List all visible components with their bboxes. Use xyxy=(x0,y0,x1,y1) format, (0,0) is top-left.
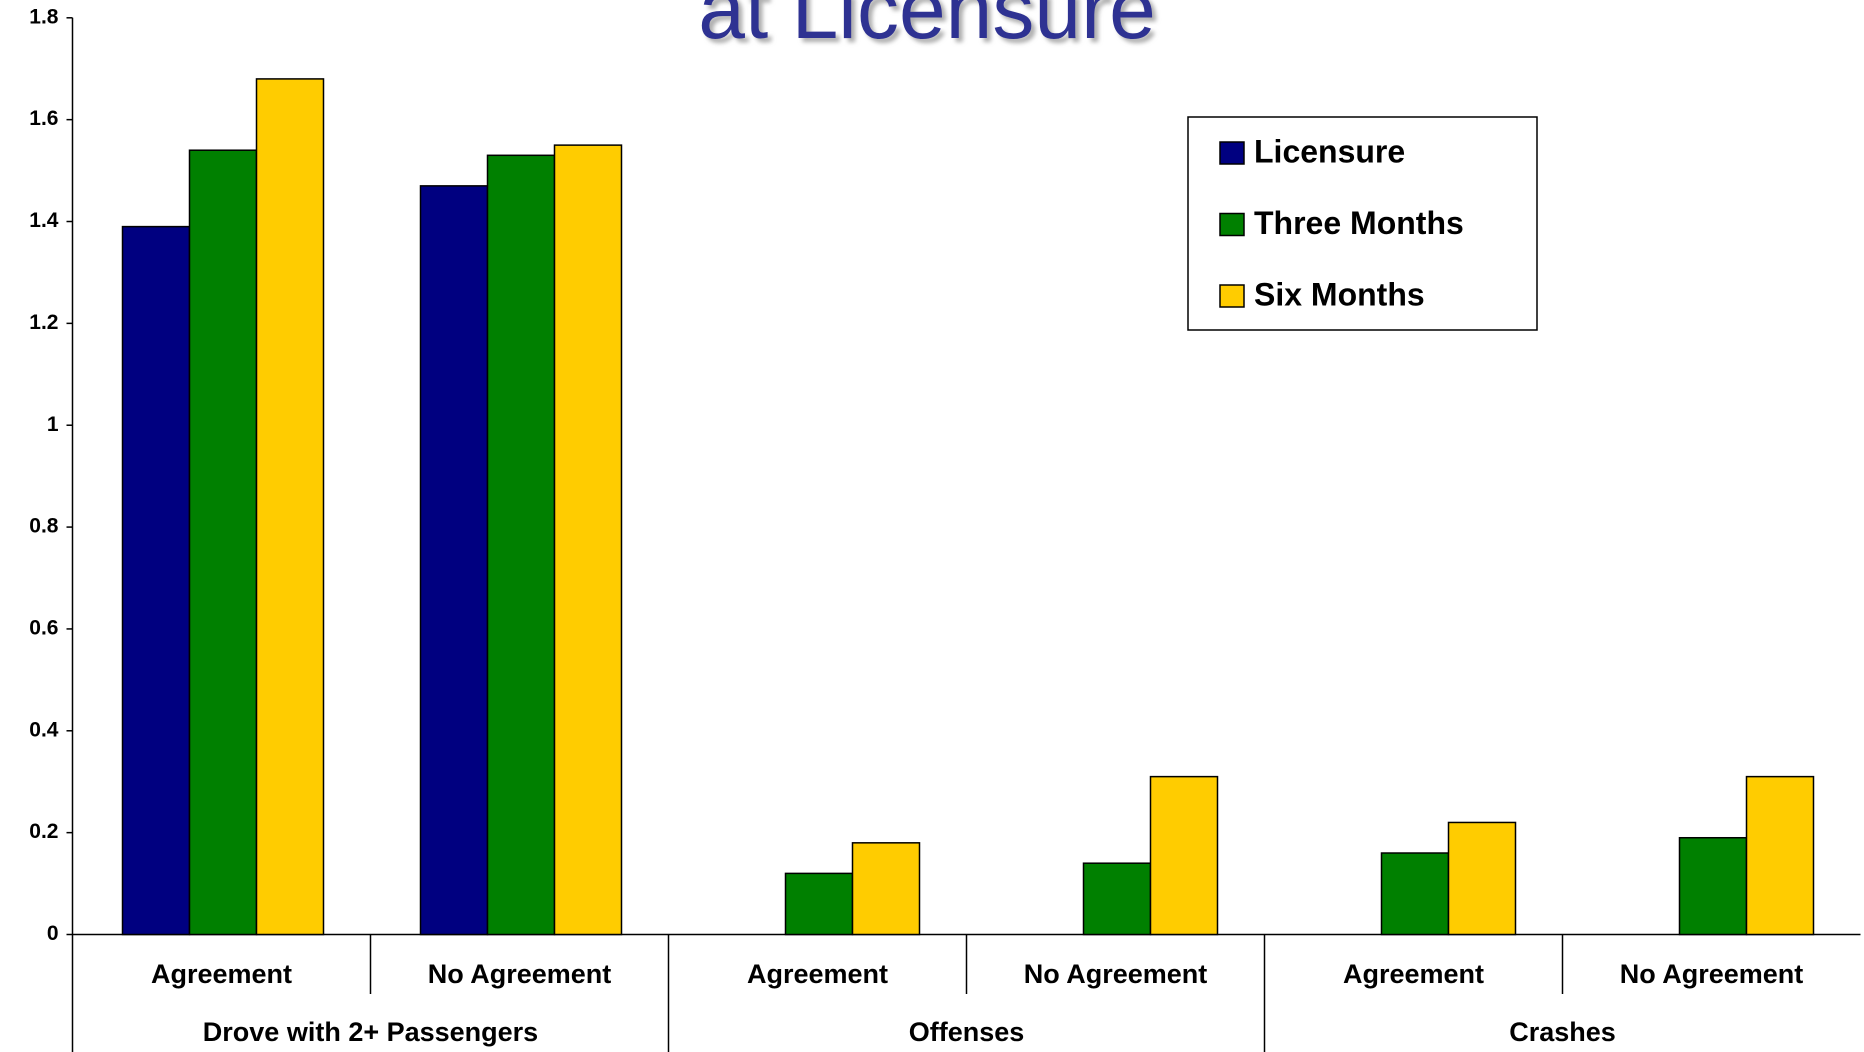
y-tick-label: 0.4 xyxy=(29,718,59,741)
y-tick-label: 0.2 xyxy=(29,820,58,843)
y-tick-label: 1.8 xyxy=(29,5,59,28)
legend-swatch xyxy=(1219,284,1245,308)
bar xyxy=(419,185,489,936)
y-tick-label: 1.2 xyxy=(29,311,58,334)
legend-label: Licensure xyxy=(1254,133,1405,169)
legend-swatch xyxy=(1219,212,1245,237)
x-tick-label: No Agreement xyxy=(1024,959,1208,989)
bar xyxy=(1149,775,1219,936)
bar xyxy=(486,154,556,936)
bar xyxy=(784,872,854,936)
group-label: Crashes xyxy=(1509,1017,1616,1047)
x-tick-label: Agreement xyxy=(1343,959,1484,989)
chart-title: at Licensure xyxy=(698,0,1156,56)
x-tick-label: No Agreement xyxy=(428,959,612,989)
y-tick-label: 0.8 xyxy=(29,515,59,538)
x-tick-label: No Agreement xyxy=(1620,959,1804,989)
y-tick-label: 1.4 xyxy=(29,209,59,232)
group-label: Drove with 2+ Passengers xyxy=(203,1017,538,1047)
x-tick-label: Agreement xyxy=(747,959,888,989)
bar xyxy=(1745,775,1815,936)
legend-label: Six Months xyxy=(1254,276,1425,312)
y-tick-label: 1.6 xyxy=(29,107,58,130)
bar xyxy=(188,149,258,936)
bar xyxy=(1380,852,1450,936)
legend-label: Three Months xyxy=(1254,205,1464,241)
x-tick-label: Agreement xyxy=(151,959,292,989)
bar xyxy=(851,842,921,936)
y-tick-label: 1 xyxy=(47,413,59,436)
legend-swatch xyxy=(1219,141,1245,165)
group-label: Offenses xyxy=(909,1017,1025,1047)
y-tick-label: 0 xyxy=(47,922,59,945)
bar xyxy=(255,78,325,936)
y-tick-label: 0.6 xyxy=(29,616,58,639)
bar xyxy=(1678,836,1748,936)
bar xyxy=(121,225,191,936)
legend-box xyxy=(1187,116,1538,331)
bar xyxy=(553,144,623,936)
bar xyxy=(1447,821,1517,936)
bar xyxy=(1082,862,1152,936)
